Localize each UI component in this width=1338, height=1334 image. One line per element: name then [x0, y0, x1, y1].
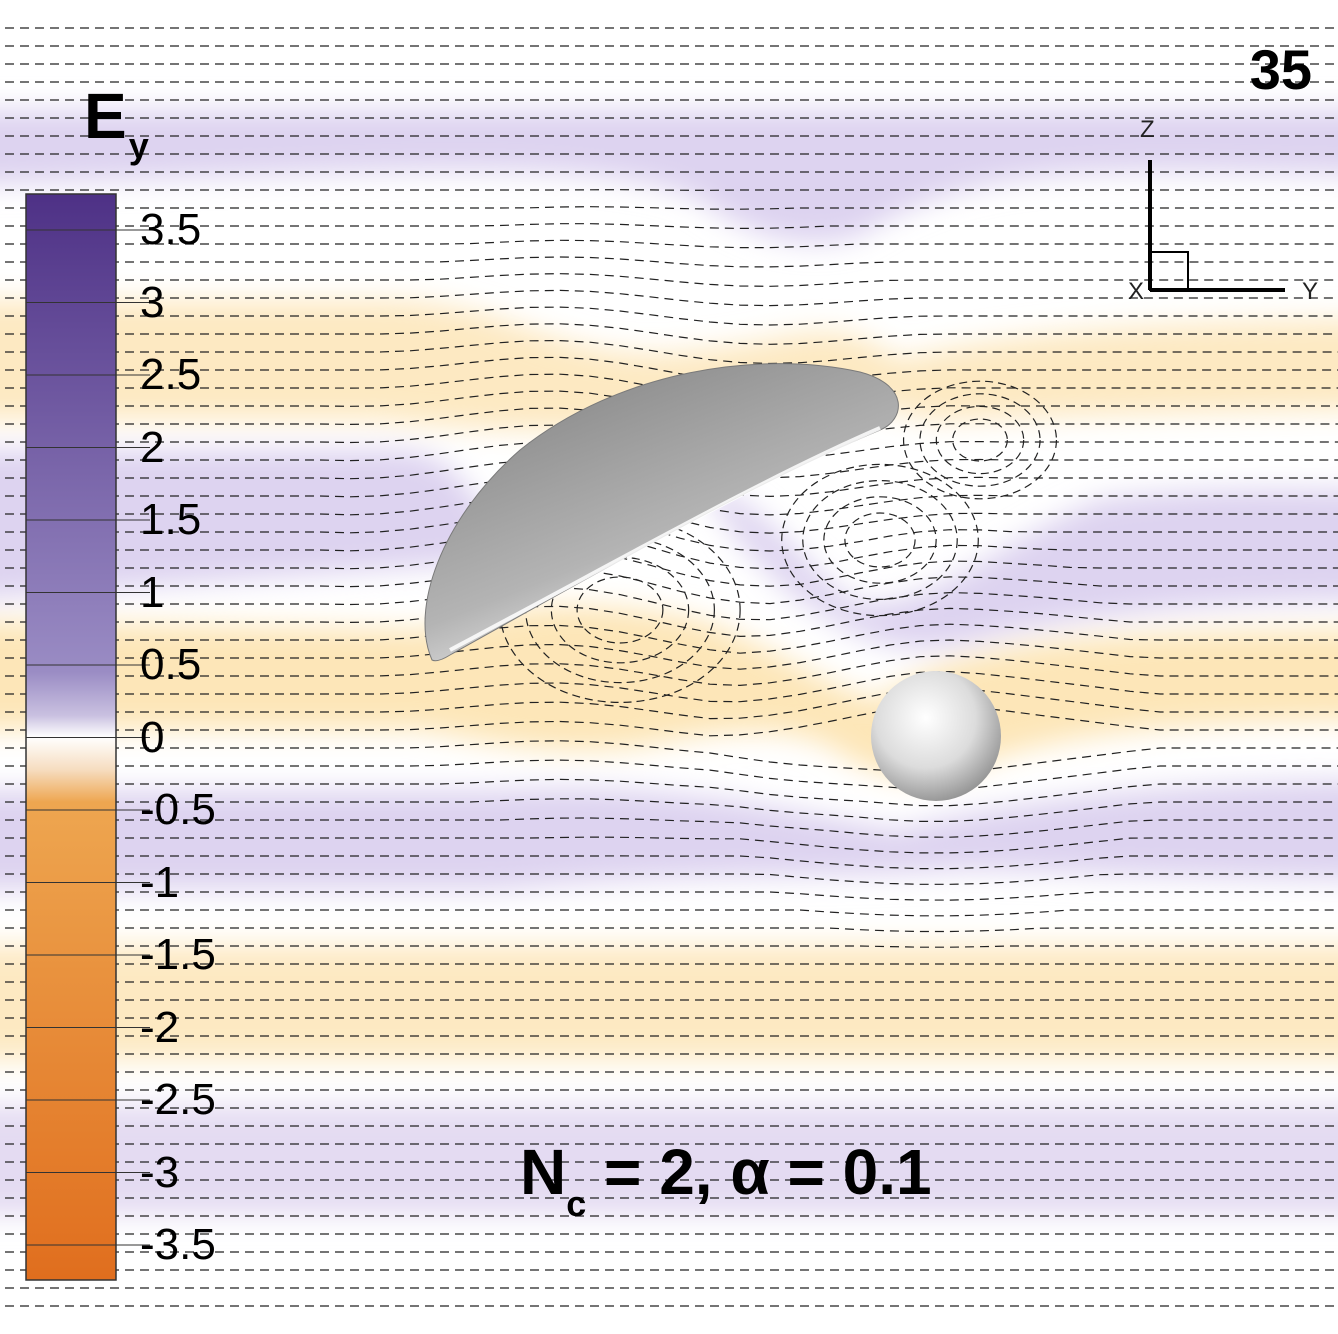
flow-line	[0, 189, 1338, 191]
axes-triad	[1148, 160, 1285, 292]
vortex-line	[919, 393, 1041, 487]
flow-line	[0, 289, 1338, 307]
vortex-line	[781, 463, 979, 617]
band-positive	[0, 780, 1338, 890]
flow-line	[0, 530, 1338, 570]
colorbar-tick-label: -2	[140, 1002, 180, 1052]
colorbar-tick-label: 1.5	[140, 495, 202, 544]
colorbar-tick-label: -3	[140, 1147, 180, 1197]
sphere-particle	[871, 671, 1001, 801]
band-positive	[0, 1105, 1338, 1215]
colorbar-tick-label: -3.5	[140, 1220, 216, 1269]
flow-line	[0, 567, 1338, 605]
band-negative	[0, 300, 1338, 431]
band-negative	[0, 945, 1338, 1060]
flow-line	[0, 703, 1338, 737]
field-bands	[0, 110, 1338, 1215]
colorbar-title: Ey	[84, 84, 149, 164]
flow-line	[0, 759, 1338, 791]
flow-line	[0, 273, 1338, 287]
colorbar-tick-label: 2	[140, 422, 165, 472]
param-n-sub: c	[566, 1183, 587, 1224]
param-n-main: N	[520, 1136, 567, 1208]
flow-line	[0, 909, 1338, 917]
colorbar-tick-label: 0	[140, 712, 165, 762]
param-rest: = 2, α = 0.1	[586, 1136, 932, 1208]
vortex-lines	[499, 380, 1058, 703]
z-axis-label: Z	[1140, 116, 1155, 143]
flow-line	[0, 686, 1338, 720]
flow-line	[0, 586, 1338, 621]
y-axis-label: Y	[1302, 278, 1319, 305]
flow-line	[0, 239, 1338, 249]
flow-line	[0, 323, 1338, 345]
band-positive	[0, 110, 1338, 243]
frame-number: 35	[1249, 38, 1312, 101]
flow-line	[0, 670, 1338, 703]
flow-line	[0, 778, 1338, 807]
colorbar-tick-label: -2.5	[140, 1075, 216, 1124]
colorbar-tick-label: 2.5	[140, 350, 202, 399]
colorbar-tick-label: 1	[140, 567, 165, 617]
colorbar-tick-label: 3.5	[140, 205, 202, 254]
band-negative	[0, 606, 1338, 779]
flow-line	[0, 927, 1338, 933]
flow-line	[0, 836, 1338, 854]
flow-line	[0, 339, 1338, 365]
colorbar-tick-label: -0.5	[140, 785, 216, 834]
flow-line	[0, 223, 1338, 230]
vortex-line	[952, 418, 1008, 462]
flow-line	[0, 891, 1338, 901]
flow-line	[0, 945, 1338, 948]
triad-box	[1149, 251, 1189, 291]
flow-line	[0, 855, 1338, 870]
cap-particle	[424, 363, 899, 662]
vortex-line	[823, 496, 937, 584]
colorbar-divisions	[26, 229, 150, 1246]
flow-line	[0, 306, 1338, 326]
flow-line	[0, 356, 1338, 384]
x-axis-label: X	[1128, 278, 1145, 305]
colorbar-tick-label: 0.5	[140, 640, 202, 689]
vortex-line	[844, 512, 916, 568]
vortex-line	[576, 576, 664, 644]
colorbar	[25, 193, 150, 1281]
colorbar-tick-label: -1	[140, 857, 180, 907]
flow-line	[0, 639, 1338, 670]
flow-line	[0, 740, 1338, 775]
flow-line	[0, 798, 1338, 822]
vortex-line	[902, 380, 1058, 500]
flow-line	[0, 817, 1338, 838]
flow-line	[0, 605, 1338, 638]
colorbar-title-main: E	[84, 80, 127, 152]
vortex-line	[499, 516, 741, 703]
vortex-line	[935, 405, 1025, 475]
flow-line	[0, 873, 1338, 885]
parameters-label: Nc = 2, α = 0.1	[520, 1140, 932, 1222]
flow-line	[0, 256, 1338, 268]
flow-line	[0, 623, 1338, 654]
vortex-line	[802, 480, 958, 601]
flow-line	[0, 655, 1338, 687]
flow-line	[0, 549, 1338, 587]
colorbar-title-sub: y	[128, 125, 149, 166]
colorbar-tick-label: -1.5	[140, 930, 216, 979]
colorbar-tick-label: 3	[140, 277, 165, 327]
flow-line	[0, 206, 1338, 210]
band-positive	[0, 450, 520, 598]
